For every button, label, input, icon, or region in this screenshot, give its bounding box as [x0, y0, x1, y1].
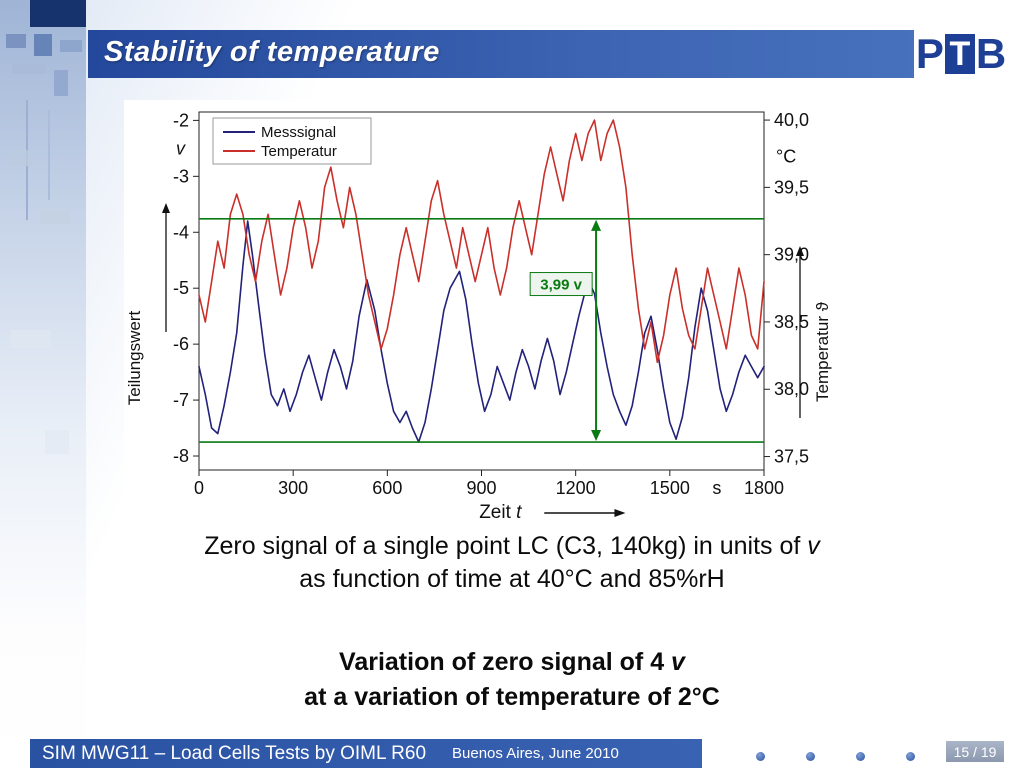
circuit-square [40, 210, 70, 224]
temperature-stability-chart: -2 -3 -4 -5 -6 -7 -8 v 40,0 39,5 39,0 38,5 38,0 37,5 °… [124, 100, 854, 530]
dot-icon [856, 752, 865, 761]
footer-title: SIM MWG11 – Load Cells Tests by OIML R60 [42, 742, 427, 764]
ptb-logo-letter-t: T [944, 34, 975, 74]
svg-text:1800: 1800 [744, 478, 784, 498]
svg-text:1500: 1500 [650, 478, 690, 498]
conclusion-line-1: Variation of zero signal of 4 v [339, 648, 685, 676]
conclusion-line-2: at a variation of temperature of 2°C [304, 683, 720, 711]
chart-caption: Zero signal of a single point LC (C3, 14… [0, 530, 1024, 596]
svg-text:300: 300 [278, 478, 308, 498]
circuit-square [8, 150, 34, 166]
footer-bar: SIM MWG11 – Load Cells Tests by OIML R60… [30, 739, 702, 768]
svg-text:-7: -7 [173, 390, 189, 410]
dot-icon [806, 752, 815, 761]
svg-text:-6: -6 [173, 334, 189, 354]
circuit-trace [48, 110, 50, 200]
ptb-logo: P T B [914, 28, 1008, 80]
svg-text:38,5: 38,5 [774, 312, 809, 332]
slide-header-bar: Stability of temperature [88, 30, 1008, 78]
caption-line-2: as function of time at 40°C and 85%rH [299, 565, 725, 593]
svg-text:40,0: 40,0 [774, 110, 809, 130]
left-decoration-strip [0, 0, 86, 768]
conclusion-text: Variation of zero signal of 4 v at a var… [22, 645, 1002, 715]
circuit-square [34, 34, 52, 56]
legend-box [212, 117, 372, 165]
circuit-square [45, 430, 69, 454]
caption-italic-v: v [807, 532, 820, 560]
svg-text:0: 0 [194, 478, 204, 498]
x-axis-label: Zeit t [479, 502, 522, 523]
dot-icon [906, 752, 915, 761]
delta-label: 3,99 v [540, 277, 582, 294]
svg-text:600: 600 [372, 478, 402, 498]
circuit-square [30, 0, 86, 27]
series-messsignal-line [198, 220, 765, 443]
svg-text:900: 900 [466, 478, 496, 498]
circuit-square [60, 40, 82, 52]
svg-text:v: v [176, 138, 186, 158]
footer-subtitle: Buenos Aires, June 2010 [452, 745, 619, 762]
svg-text:-4: -4 [173, 222, 189, 242]
right-axis-label: Temperatur ϑ [813, 301, 832, 402]
svg-text:37,5: 37,5 [774, 447, 809, 467]
circuit-square [6, 34, 26, 48]
svg-text:°C: °C [776, 146, 796, 166]
legend-label: Temperatur [261, 143, 337, 160]
delta-label-box [529, 272, 593, 297]
svg-text:-5: -5 [173, 278, 189, 298]
svg-text:38,0: 38,0 [774, 379, 809, 399]
page-number: 15 / 19 [946, 741, 1004, 762]
ptb-logo-letter-p: P [915, 30, 944, 77]
caption-line-1: Zero signal of a single point LC (C3, 14… [204, 532, 820, 560]
left-axis-label: Teilungswert [125, 310, 144, 405]
circuit-square [12, 64, 46, 74]
svg-text:s: s [712, 478, 721, 498]
conclusion-italic-v: v [671, 648, 685, 676]
circuit-square [54, 70, 68, 96]
footer-dots [756, 752, 915, 761]
svg-text:-2: -2 [173, 110, 189, 130]
svg-text:39,0: 39,0 [774, 245, 809, 265]
svg-text:1200: 1200 [556, 478, 596, 498]
svg-text:39,5: 39,5 [774, 177, 809, 197]
svg-text:-8: -8 [173, 446, 189, 466]
dot-icon [756, 752, 765, 761]
ptb-logo-letter-b: B [975, 30, 1007, 77]
legend-label: Messsignal [261, 124, 336, 141]
circuit-square [10, 330, 50, 348]
svg-text:-3: -3 [173, 166, 189, 186]
slide-title: Stability of temperature [104, 36, 440, 68]
plot-area [198, 111, 765, 471]
series-temperatur-line [198, 119, 765, 364]
